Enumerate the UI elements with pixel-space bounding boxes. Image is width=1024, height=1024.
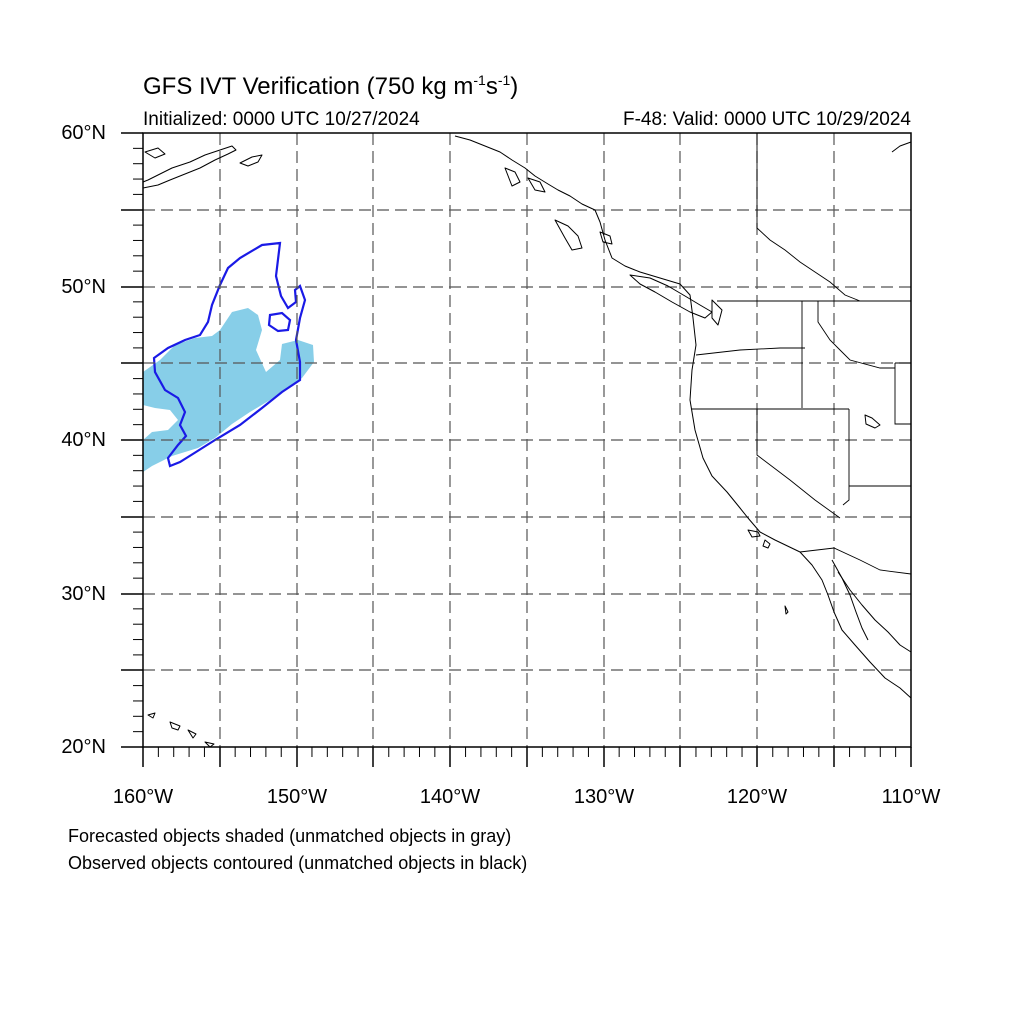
lon-label-110w: 110°W xyxy=(881,786,941,808)
legend-observed-note: Observed objects contoured (unmatched ob… xyxy=(68,853,528,873)
map-title: GFS IVT Verification (750 kg m-1s-1) xyxy=(143,72,519,100)
coastlines xyxy=(142,135,912,748)
legend-forecast-note: Forecasted objects shaded (unmatched obj… xyxy=(68,826,512,846)
lat-label-30n: 30°N xyxy=(61,583,106,605)
valid-time-label: F-48: Valid: 0000 UTC 10/29/2024 xyxy=(623,109,911,130)
observed-object-inner-contour xyxy=(267,311,292,333)
political-borders xyxy=(691,133,912,575)
lat-label-20n: 20°N xyxy=(61,736,106,758)
observed-object-contour xyxy=(152,241,307,468)
lon-label-150w: 150°W xyxy=(266,786,328,808)
lat-label-40n: 40°N xyxy=(61,429,106,451)
lon-label-140w: 140°W xyxy=(419,786,481,808)
forecast-object xyxy=(143,308,314,472)
graticule xyxy=(143,133,911,747)
lon-label-160w: 160°W xyxy=(112,786,174,808)
lon-label-130w: 130°W xyxy=(573,786,635,808)
axis-ticks xyxy=(121,132,912,767)
lat-label-50n: 50°N xyxy=(61,276,106,298)
lon-label-120w: 120°W xyxy=(726,786,788,808)
initialized-label: Initialized: 0000 UTC 10/27/2024 xyxy=(143,109,420,130)
lat-label-60n: 60°N xyxy=(61,122,106,144)
axis-minor-ticks xyxy=(133,147,897,757)
